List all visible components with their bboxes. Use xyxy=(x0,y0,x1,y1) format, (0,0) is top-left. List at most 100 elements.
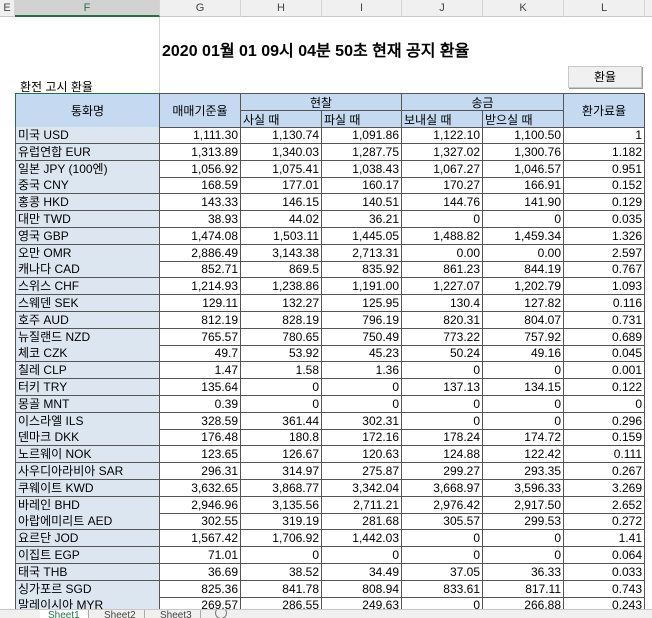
send-cell[interactable]: 820.31 xyxy=(402,311,483,329)
base-rate-cell[interactable]: 296.31 xyxy=(160,463,241,480)
currency-cell[interactable]: 중국 CNY xyxy=(15,177,160,195)
send-cell[interactable]: 178.24 xyxy=(402,429,483,447)
cash-buy-cell[interactable]: 780.65 xyxy=(241,328,322,346)
cash-sell-cell[interactable]: 1,442.03 xyxy=(322,530,402,548)
usd-rate-cell[interactable]: 0.001 xyxy=(564,362,645,380)
sheet-tab[interactable]: Sheet2 xyxy=(96,610,145,618)
currency-cell[interactable]: 칠레 CLP xyxy=(15,362,160,380)
receive-cell[interactable]: 49.16 xyxy=(483,345,564,363)
currency-cell[interactable]: 이스라엘 ILS xyxy=(15,412,160,430)
cash-buy-cell[interactable]: 53.92 xyxy=(241,345,322,363)
receive-cell[interactable]: 804.07 xyxy=(483,311,564,329)
cash-buy-cell[interactable]: 869.5 xyxy=(241,261,322,279)
currency-cell[interactable]: 홍콩 HKD xyxy=(15,194,160,212)
base-rate-cell[interactable]: 143.33 xyxy=(160,194,241,212)
base-rate-cell[interactable]: 49.7 xyxy=(160,345,241,363)
cash-sell-cell[interactable]: 1,287.75 xyxy=(322,143,402,161)
currency-cell[interactable]: 터키 TRY xyxy=(15,379,160,396)
usd-rate-cell[interactable]: 0.159 xyxy=(564,429,645,447)
cash-sell-cell[interactable]: 835.92 xyxy=(322,261,402,279)
base-rate-cell[interactable]: 135.64 xyxy=(160,379,241,396)
cash-sell-cell[interactable]: 1,038.43 xyxy=(322,160,402,178)
cash-buy-cell[interactable]: 841.78 xyxy=(241,580,322,598)
cash-buy-cell[interactable]: 177.01 xyxy=(241,177,322,195)
send-cell[interactable]: 0 xyxy=(402,362,483,380)
usd-rate-cell[interactable]: 1 xyxy=(564,127,645,144)
cash-buy-cell[interactable]: 361.44 xyxy=(241,412,322,430)
send-cell[interactable]: 144.76 xyxy=(402,194,483,212)
receive-cell[interactable]: 134.15 xyxy=(483,379,564,396)
cash-buy-cell[interactable]: 1,238.86 xyxy=(241,278,322,296)
send-cell[interactable]: 861.23 xyxy=(402,261,483,279)
cash-sell-cell[interactable]: 3,342.04 xyxy=(322,479,402,497)
cash-buy-cell[interactable]: 1.58 xyxy=(241,362,322,380)
base-rate-cell[interactable]: 328.59 xyxy=(160,412,241,430)
send-cell[interactable]: 0 xyxy=(402,547,483,564)
currency-cell[interactable]: 덴마크 DKK xyxy=(15,429,160,447)
column-header-l[interactable]: L xyxy=(564,0,645,17)
sheet-tab[interactable]: Sheet3 xyxy=(152,610,201,618)
usd-rate-cell[interactable]: 0.122 xyxy=(564,379,645,396)
base-rate-cell[interactable]: 765.57 xyxy=(160,328,241,346)
receive-cell[interactable]: 2,917.50 xyxy=(483,496,564,514)
base-rate-cell[interactable]: 812.19 xyxy=(160,311,241,329)
cash-buy-cell[interactable]: 0 xyxy=(241,379,322,396)
base-rate-cell[interactable]: 123.65 xyxy=(160,446,241,464)
send-cell[interactable]: 1,488.82 xyxy=(402,227,483,245)
receive-cell[interactable]: 0 xyxy=(483,395,564,413)
usd-rate-cell[interactable]: 0.064 xyxy=(564,547,645,564)
cash-buy-cell[interactable]: 1,130.74 xyxy=(241,127,322,144)
usd-rate-cell[interactable]: 0.035 xyxy=(564,211,645,228)
currency-cell[interactable]: 사우디아라비아 SAR xyxy=(15,463,160,480)
cash-buy-cell[interactable]: 180.8 xyxy=(241,429,322,447)
send-cell[interactable]: 773.22 xyxy=(402,328,483,346)
usd-rate-cell[interactable]: 0.267 xyxy=(564,463,645,480)
receive-cell[interactable]: 1,202.79 xyxy=(483,278,564,296)
send-cell[interactable]: 2,976.42 xyxy=(402,496,483,514)
base-rate-cell[interactable]: 71.01 xyxy=(160,547,241,564)
send-cell[interactable]: 3,668.97 xyxy=(402,479,483,497)
currency-cell[interactable]: 호주 AUD xyxy=(15,311,160,329)
receive-cell[interactable]: 0 xyxy=(483,530,564,548)
usd-rate-cell[interactable]: 1.182 xyxy=(564,143,645,161)
cash-buy-cell[interactable]: 126.67 xyxy=(241,446,322,464)
send-cell[interactable]: 0.00 xyxy=(402,244,483,262)
send-cell[interactable]: 0 xyxy=(402,530,483,548)
usd-rate-cell[interactable]: 0.689 xyxy=(564,328,645,346)
cash-buy-cell[interactable]: 38.52 xyxy=(241,563,322,581)
currency-cell[interactable]: 노르웨이 NOK xyxy=(15,446,160,464)
usd-rate-cell[interactable]: 0.731 xyxy=(564,311,645,329)
base-rate-cell[interactable]: 0.39 xyxy=(160,395,241,413)
usd-rate-cell[interactable]: 0.272 xyxy=(564,513,645,531)
cash-sell-cell[interactable]: 302.31 xyxy=(322,412,402,430)
cash-sell-cell[interactable]: 2,711.21 xyxy=(322,496,402,514)
currency-cell[interactable]: 싱가포르 SGD xyxy=(15,580,160,598)
send-cell[interactable]: 50.24 xyxy=(402,345,483,363)
column-header-i[interactable]: I xyxy=(322,0,402,17)
base-rate-cell[interactable]: 3,632.65 xyxy=(160,479,241,497)
usd-rate-cell[interactable]: 1.093 xyxy=(564,278,645,296)
column-header-e[interactable]: E xyxy=(0,0,15,17)
header-cash[interactable]: 현찰 xyxy=(240,93,402,111)
send-cell[interactable]: 130.4 xyxy=(402,295,483,312)
usd-rate-cell[interactable]: 0.033 xyxy=(564,563,645,581)
send-cell[interactable]: 170.27 xyxy=(402,177,483,195)
currency-cell[interactable]: 스웨덴 SEK xyxy=(15,295,160,312)
cash-buy-cell[interactable]: 3,143.38 xyxy=(241,244,322,262)
cash-buy-cell[interactable]: 3,135.56 xyxy=(241,496,322,514)
cash-buy-cell[interactable]: 828.19 xyxy=(241,311,322,329)
cash-sell-cell[interactable]: 275.87 xyxy=(322,463,402,480)
base-rate-cell[interactable]: 176.48 xyxy=(160,429,241,447)
header-send[interactable]: 보내실 때 xyxy=(401,110,483,128)
header-receive[interactable]: 받으실 때 xyxy=(482,110,564,128)
cash-buy-cell[interactable]: 314.97 xyxy=(241,463,322,480)
send-cell[interactable]: 37.05 xyxy=(402,563,483,581)
receive-cell[interactable]: 174.72 xyxy=(483,429,564,447)
base-rate-cell[interactable]: 2,886.49 xyxy=(160,244,241,262)
currency-cell[interactable]: 요르단 JOD xyxy=(15,530,160,548)
receive-cell[interactable]: 844.19 xyxy=(483,261,564,279)
usd-rate-cell[interactable]: 0.045 xyxy=(564,345,645,363)
column-header-h[interactable]: H xyxy=(241,0,322,17)
receive-cell[interactable]: 0.00 xyxy=(483,244,564,262)
cash-sell-cell[interactable]: 796.19 xyxy=(322,311,402,329)
